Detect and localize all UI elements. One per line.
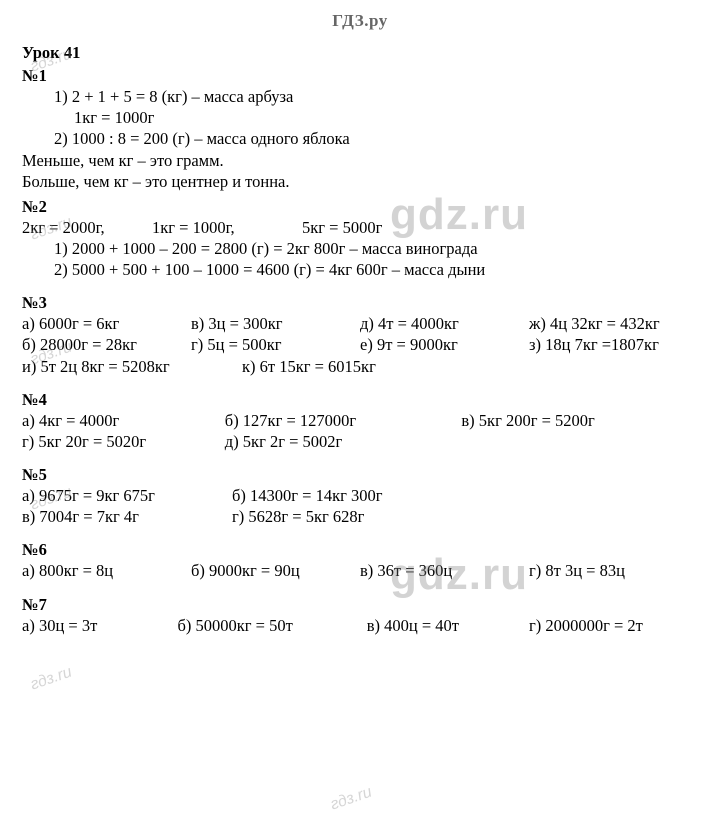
p1-line5: Больше, чем кг – это центнер и тонна. (22, 171, 698, 192)
p4-r2b: д) 5кг 2г = 5002г (225, 431, 462, 452)
p3-r1b: в) 3ц = 300кг (191, 313, 360, 334)
p6-r1b: б) 9000кг = 90ц (191, 560, 360, 581)
p3-r2d: з) 18ц 7кг =1807кг (529, 334, 698, 355)
p3-r1d: ж) 4ц 32кг = 432кг (529, 313, 698, 334)
lesson-title: Урок 41 (22, 42, 698, 63)
p2-l1c: 5кг = 5000г (302, 217, 382, 238)
problem-3-number: №3 (22, 292, 698, 313)
p4-row2: г) 5кг 20г = 5020г д) 5кг 2г = 5002г (22, 431, 698, 452)
watermark-small: гдз.ru (28, 664, 74, 695)
p7-r1b: б) 50000кг = 50т (177, 615, 366, 636)
p3-r1a: а) 6000г = 6кг (22, 313, 191, 334)
p7-row1: а) 30ц = 3т б) 50000кг = 50т в) 400ц = 4… (22, 615, 698, 636)
p3-r2a: б) 28000г = 28кг (22, 334, 191, 355)
p5-r1b: б) 14300г = 14кг 300г (232, 485, 383, 506)
p2-l1a: 2кг = 2000г, (22, 217, 152, 238)
p1-line1: 1) 2 + 1 + 5 = 8 (кг) – масса арбуза (22, 86, 698, 107)
p5-r2a: в) 7004г = 7кг 4г (22, 506, 232, 527)
site-header: ГДЗ.ру (0, 0, 720, 31)
p1-line2: 1кг = 1000г (22, 107, 698, 128)
p5-r1a: а) 9675г = 9кг 675г (22, 485, 232, 506)
problem-6-number: №6 (22, 539, 698, 560)
problem-7-number: №7 (22, 594, 698, 615)
p4-r1a: а) 4кг = 4000г (22, 410, 225, 431)
p3-r2b: г) 5ц = 500кг (191, 334, 360, 355)
p7-r1d: г) 2000000г = 2т (529, 615, 698, 636)
p4-row1: а) 4кг = 4000г б) 127кг = 127000г в) 5кг… (22, 410, 698, 431)
p4-r1b: б) 127кг = 127000г (225, 410, 462, 431)
problem-2-number: №2 (22, 196, 698, 217)
p7-r1a: а) 30ц = 3т (22, 615, 177, 636)
problem-5-number: №5 (22, 464, 698, 485)
p6-r1d: г) 8т 3ц = 83ц (529, 560, 698, 581)
p3-row3: и) 5т 2ц 8кг = 5208кг к) 6т 15кг = 6015к… (22, 356, 698, 377)
p3-r3a: и) 5т 2ц 8кг = 5208кг (22, 356, 242, 377)
p6-r1c: в) 36т = 360ц (360, 560, 529, 581)
p2-l1b: 1кг = 1000г, (152, 217, 302, 238)
p4-r2a: г) 5кг 20г = 5020г (22, 431, 225, 452)
p3-r3b: к) 6т 15кг = 6015кг (242, 356, 376, 377)
p3-r1c: д) 4т = 4000кг (360, 313, 529, 334)
p4-r1c: в) 5кг 200г = 5200г (461, 410, 698, 431)
page-content: Урок 41 №1 1) 2 + 1 + 5 = 8 (кг) – масса… (0, 31, 720, 636)
p3-row2: б) 28000г = 28кг г) 5ц = 500кг е) 9т = 9… (22, 334, 698, 355)
p6-r1a: а) 800кг = 8ц (22, 560, 191, 581)
p6-row1: а) 800кг = 8ц б) 9000кг = 90ц в) 36т = 3… (22, 560, 698, 581)
p1-line4: Меньше, чем кг – это грамм. (22, 150, 698, 171)
problem-4-number: №4 (22, 389, 698, 410)
p2-row1: 2кг = 2000г, 1кг = 1000г, 5кг = 5000г (22, 217, 698, 238)
p2-line3: 2) 5000 + 500 + 100 – 1000 = 4600 (г) = … (22, 259, 698, 280)
p5-r2b: г) 5628г = 5кг 628г (232, 506, 364, 527)
p2-line2: 1) 2000 + 1000 – 200 = 2800 (г) = 2кг 80… (22, 238, 698, 259)
p3-row1: а) 6000г = 6кг в) 3ц = 300кг д) 4т = 400… (22, 313, 698, 334)
p5-row2: в) 7004г = 7кг 4г г) 5628г = 5кг 628г (22, 506, 698, 527)
p1-line3: 2) 1000 : 8 = 200 (г) – масса одного ябл… (22, 128, 698, 149)
p5-row1: а) 9675г = 9кг 675г б) 14300г = 14кг 300… (22, 485, 698, 506)
watermark-small: гдз.ru (328, 784, 374, 815)
p7-r1c: в) 400ц = 40т (367, 615, 529, 636)
problem-1-number: №1 (22, 65, 698, 86)
p3-r2c: е) 9т = 9000кг (360, 334, 529, 355)
